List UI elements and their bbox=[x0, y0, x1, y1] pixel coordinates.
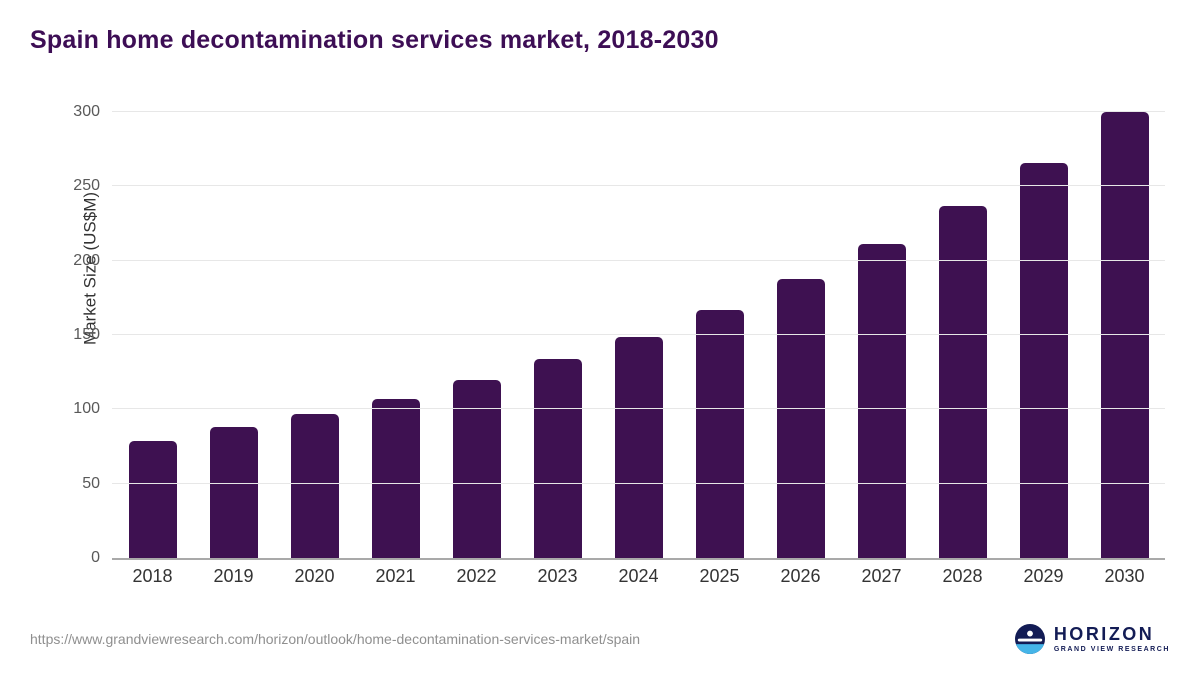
gridline-150 bbox=[112, 334, 1165, 335]
x-tick-2024: 2024 bbox=[618, 566, 659, 586]
bar-slot-2026 bbox=[760, 112, 841, 558]
x-tick-2026: 2026 bbox=[780, 566, 821, 586]
bar-2027 bbox=[857, 244, 906, 558]
y-tick-300: 300 bbox=[73, 103, 100, 120]
x-axis-labels: 2018 2019 2020 2021 2022 2023 2024 2025 2026 2027… bbox=[112, 566, 1165, 587]
gridline-100 bbox=[112, 408, 1165, 410]
bar-2021 bbox=[371, 398, 420, 558]
logo-subtitle: GRAND VIEW RESEARCH bbox=[1053, 646, 1170, 653]
footer: https://www.grandviewresearch.com/horizo… bbox=[30, 616, 1170, 662]
bar-2025 bbox=[695, 309, 744, 558]
bar-2022 bbox=[452, 379, 501, 558]
bar-slot-2029 bbox=[1003, 112, 1084, 558]
bar-slot-2022 bbox=[436, 112, 517, 558]
bar-slot-2021 bbox=[355, 112, 436, 558]
bar-2030 bbox=[1100, 112, 1149, 558]
bar-2023 bbox=[533, 358, 582, 558]
bar-2029 bbox=[1019, 162, 1068, 558]
source-url: https://www.grandviewresearch.com/horizo… bbox=[30, 631, 641, 647]
y-tick-150: 150 bbox=[73, 326, 100, 343]
bar-slot-2018 bbox=[112, 112, 193, 558]
horizon-logo-icon bbox=[1014, 624, 1045, 654]
bar-slot-2030 bbox=[1084, 112, 1165, 558]
y-tick-100: 100 bbox=[73, 400, 100, 418]
bar-slot-2023 bbox=[517, 112, 598, 558]
x-tick-2022: 2022 bbox=[456, 566, 497, 586]
bar-slot-2028 bbox=[922, 112, 1003, 558]
logo-text: HORIZON GRAND VIEW RESEARCH bbox=[1054, 625, 1170, 653]
bar-chart: Spain home decontamination services mark… bbox=[30, 26, 1165, 587]
bar-slot-2025 bbox=[679, 112, 760, 558]
x-tick-2030: 2030 bbox=[1104, 566, 1145, 586]
y-tick-200: 200 bbox=[73, 251, 100, 269]
bar-slot-2027 bbox=[841, 112, 922, 558]
x-tick-2020: 2020 bbox=[294, 566, 335, 586]
gridline-50 bbox=[112, 482, 1165, 484]
gridline-200 bbox=[112, 259, 1165, 261]
x-tick-2027: 2027 bbox=[861, 566, 902, 586]
y-tick-250: 250 bbox=[73, 177, 100, 195]
y-tick-0: 0 bbox=[91, 549, 100, 566]
bar-slot-2024 bbox=[598, 112, 679, 558]
bar-2028 bbox=[938, 205, 987, 558]
gridline-300 bbox=[112, 111, 1165, 112]
x-tick-2018: 2018 bbox=[132, 566, 173, 586]
plot-area: 0 50 100 150 200 250 300 bbox=[73, 103, 1165, 566]
x-tick-2028: 2028 bbox=[942, 566, 983, 586]
x-tick-2019: 2019 bbox=[213, 566, 254, 586]
bar-slot-2020 bbox=[274, 112, 355, 558]
bars-container bbox=[112, 112, 1165, 558]
chart-title: Spain home decontamination services mark… bbox=[30, 26, 719, 54]
bar-2024 bbox=[614, 336, 663, 558]
y-tick-50: 50 bbox=[82, 474, 100, 492]
x-tick-2021: 2021 bbox=[375, 566, 416, 586]
bar-2019 bbox=[209, 427, 258, 558]
horizon-logo: HORIZON GRAND VIEW RESEARCH bbox=[1014, 624, 1170, 654]
bar-2020 bbox=[290, 413, 339, 558]
bar-2026 bbox=[776, 278, 825, 558]
gridline-250 bbox=[112, 185, 1165, 187]
bar-2018 bbox=[128, 440, 177, 558]
x-tick-2029: 2029 bbox=[1023, 566, 1064, 586]
logo-title: HORIZON bbox=[1053, 624, 1155, 644]
x-tick-2023: 2023 bbox=[537, 566, 578, 586]
bar-slot-2019 bbox=[193, 112, 274, 558]
x-tick-2025: 2025 bbox=[699, 566, 740, 586]
